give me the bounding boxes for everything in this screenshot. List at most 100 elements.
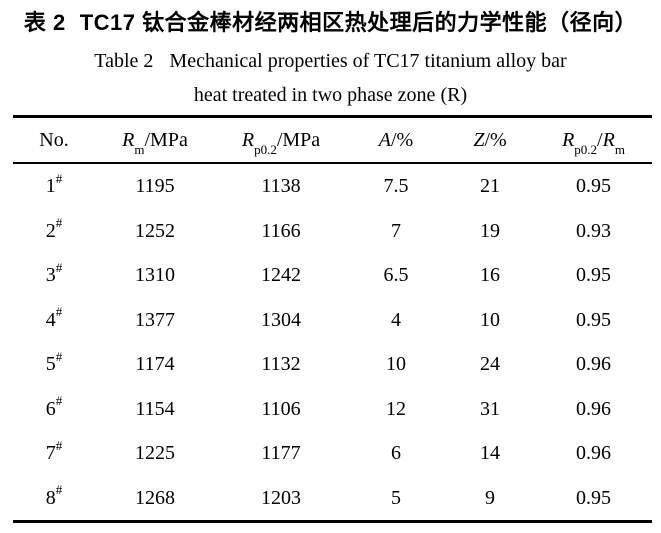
- cell-sample-no: 4#: [13, 305, 95, 331]
- cell-reduction: 14: [480, 442, 500, 465]
- table-row: 1# 1195 1138 7.5 21 0.95: [13, 164, 652, 209]
- cell-rp02: 1203: [261, 486, 301, 509]
- table-body: 1# 1195 1138 7.5 21 0.95 2# 1252 1166 7 19 0.93 3# 13…: [13, 164, 652, 520]
- cell-sample-no: 7#: [13, 439, 95, 465]
- header-symbol: R: [122, 129, 135, 151]
- hash-superscript: #: [55, 259, 63, 275]
- table-caption-en-text: Mechanical properties of TC17 titanium a…: [169, 50, 567, 72]
- cell-rm: 1268: [135, 486, 175, 509]
- cell-rp02: 1106: [261, 397, 301, 420]
- table-row: 7# 1225 1177 6 14 0.96: [13, 431, 652, 476]
- cell-rp02: 1138: [261, 175, 301, 198]
- header-symbol: A: [378, 129, 391, 151]
- cell-rm: 1310: [135, 264, 175, 287]
- cell-rm: 1195: [135, 175, 175, 198]
- table-caption-zh: 表 2 TC17 钛合金棒材经两相区热处理后的力学性能（径向）: [0, 5, 661, 37]
- header-subscript: p0.2: [574, 142, 598, 157]
- header-symbol: Z: [473, 129, 485, 151]
- cell-yield-ratio: 0.93: [576, 219, 611, 242]
- cell-reduction: 24: [480, 353, 500, 376]
- cell-yield-ratio: 0.95: [576, 175, 611, 198]
- cell-rp02: 1242: [261, 264, 301, 287]
- header-unit: /%: [391, 129, 414, 151]
- cell-reduction: 10: [480, 308, 500, 331]
- cell-elongation: 5: [391, 486, 401, 509]
- sample-number: 6: [45, 397, 56, 420]
- cell-elongation: 4: [391, 308, 401, 331]
- cell-reduction: 19: [480, 219, 500, 242]
- cell-rm: 1377: [135, 308, 175, 331]
- hash-superscript: #: [55, 482, 63, 498]
- hash-superscript: #: [55, 215, 63, 231]
- header-symbol: R: [562, 129, 575, 151]
- table-row: 5# 1174 1132 10 24 0.96: [13, 342, 652, 387]
- column-header-z: Z/%: [445, 130, 535, 150]
- header-subscript: m: [614, 142, 625, 157]
- cell-elongation: 6.5: [383, 264, 409, 287]
- header-label: No.: [39, 129, 69, 151]
- cell-rm: 1154: [135, 397, 175, 420]
- column-header-no: No.: [13, 130, 95, 150]
- header-divider: /: [597, 129, 603, 151]
- cell-sample-no: 3#: [13, 261, 95, 287]
- cell-reduction: 16: [480, 264, 500, 287]
- column-header-a: A/%: [347, 130, 445, 150]
- cell-sample-no: 8#: [13, 483, 95, 509]
- cell-sample-no: 6#: [13, 394, 95, 420]
- header-unit: /MPa: [144, 129, 188, 151]
- data-table: No. Rm/MPa Rp0.2/MPa A/% Z/% Rp0.2/Rm 1#…: [13, 115, 652, 523]
- header-symbol: R: [602, 129, 615, 151]
- cell-elongation: 7.5: [383, 175, 409, 198]
- table-caption-en-label: Table 2: [94, 50, 154, 72]
- header-subscript: m: [134, 142, 145, 157]
- column-header-ratio: Rp0.2/Rm: [535, 129, 652, 156]
- table-caption-zh-label: 表 2: [23, 10, 66, 35]
- cell-yield-ratio: 0.96: [576, 397, 611, 420]
- table-row: 4# 1377 1304 4 10 0.95: [13, 298, 652, 343]
- hash-superscript: #: [55, 304, 63, 320]
- sample-number: 2: [45, 219, 56, 242]
- cell-elongation: 10: [386, 353, 406, 376]
- sample-number: 3: [45, 264, 56, 287]
- cell-sample-no: 5#: [13, 350, 95, 376]
- cell-reduction: 31: [480, 397, 500, 420]
- cell-rm: 1225: [135, 442, 175, 465]
- table-row: 6# 1154 1106 12 31 0.96: [13, 387, 652, 432]
- table-caption-en-line1: Table 2 Mechanical properties of TC17 tit…: [0, 50, 661, 73]
- cell-elongation: 6: [391, 442, 401, 465]
- hash-superscript: #: [55, 170, 63, 186]
- hash-superscript: #: [55, 348, 63, 364]
- cell-sample-no: 1#: [13, 172, 95, 198]
- table-row: 3# 1310 1242 6.5 16 0.95: [13, 253, 652, 298]
- cell-yield-ratio: 0.95: [576, 486, 611, 509]
- cell-rp02: 1132: [261, 353, 301, 376]
- cell-rp02: 1166: [261, 219, 301, 242]
- cell-rp02: 1177: [261, 442, 301, 465]
- hash-superscript: #: [55, 437, 63, 453]
- sample-number: 7: [45, 442, 56, 465]
- cell-reduction: 9: [485, 486, 495, 509]
- sample-number: 5: [45, 353, 56, 376]
- cell-rp02: 1304: [261, 308, 301, 331]
- table-row: 2# 1252 1166 7 19 0.93: [13, 209, 652, 254]
- cell-rm: 1252: [135, 219, 175, 242]
- hash-superscript: #: [55, 393, 63, 409]
- header-subscript: p0.2: [254, 142, 277, 157]
- table-row: 8# 1268 1203 5 9 0.95: [13, 476, 652, 521]
- cell-sample-no: 2#: [13, 216, 95, 242]
- header-unit: /%: [484, 129, 507, 151]
- cell-reduction: 21: [480, 175, 500, 198]
- sample-number: 8: [45, 486, 56, 509]
- cell-yield-ratio: 0.95: [576, 308, 611, 331]
- cell-rm: 1174: [135, 353, 175, 376]
- column-header-rm: Rm/MPa: [95, 129, 215, 156]
- cell-yield-ratio: 0.95: [576, 264, 611, 287]
- header-unit: /MPa: [276, 129, 321, 151]
- table-caption-zh-text: TC17 钛合金棒材经两相区热处理后的力学性能（径向）: [79, 10, 638, 35]
- table-caption-en-line2: heat treated in two phase zone (R): [193, 84, 468, 106]
- sample-number: 4: [45, 308, 56, 331]
- cell-yield-ratio: 0.96: [576, 442, 611, 465]
- column-header-rp02: Rp0.2/MPa: [215, 129, 347, 156]
- sample-number: 1: [45, 175, 56, 198]
